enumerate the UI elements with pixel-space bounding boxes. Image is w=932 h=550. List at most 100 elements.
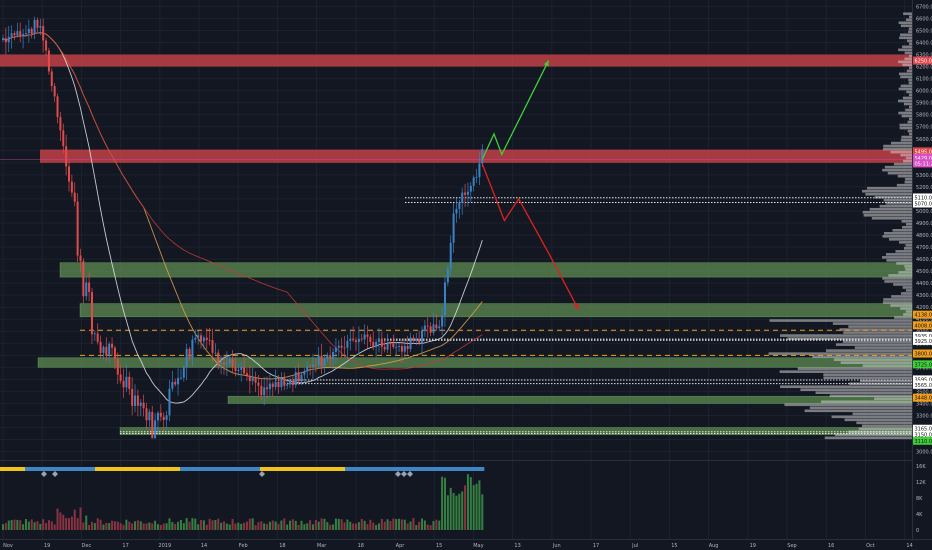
candle-body: [102, 346, 105, 353]
profile-bar: [904, 247, 912, 250]
volume-bar: [352, 523, 355, 530]
profile-bar: [905, 268, 912, 271]
volume-bar: [326, 522, 329, 530]
price-label-text: 5429.0: [915, 156, 932, 162]
volume-bar: [323, 518, 326, 530]
volume-bar: [22, 524, 25, 530]
profile-bar: [891, 295, 912, 298]
candle-body: [142, 402, 145, 409]
candle-body: [449, 242, 452, 269]
volume-bar: [99, 519, 102, 530]
volume-bar: [271, 520, 274, 530]
indicator-marker: [52, 471, 58, 477]
profile-bar: [909, 93, 912, 97]
volume-bar: [168, 518, 171, 530]
price-label-badge: [913, 393, 932, 402]
volume-bar: [136, 520, 139, 530]
price-label-text: 3110.0: [915, 439, 932, 445]
volume-bar: [108, 523, 111, 530]
price-tick-label: 4900.0: [916, 221, 932, 227]
candle-body: [182, 367, 185, 378]
price-tick-label: 6600.0: [916, 16, 932, 22]
candle-body: [2, 38, 4, 41]
price-tick-label: 4500.0: [916, 269, 932, 275]
price-tick-label: 6500.0: [916, 28, 932, 34]
candle-body: [332, 351, 335, 359]
candle-body: [309, 366, 312, 368]
volume-bar: [392, 518, 395, 530]
time-tick-label: 17: [593, 543, 599, 549]
time-tick-label: 19: [44, 543, 50, 549]
time-axis: Nov 19 Dec 17 2019 14 Feb 18 Mar 18 Apr 15 May 13 Jun 1…: [3, 543, 913, 549]
candle-body: [409, 337, 412, 350]
candle-body: [366, 334, 369, 337]
candle-body: [191, 339, 194, 359]
profile-bar: [882, 301, 912, 304]
profile-bar: [893, 162, 912, 166]
profile-bar: [900, 33, 912, 37]
volume-bar: [231, 518, 234, 530]
candle-body: [116, 358, 119, 375]
profile-bar: [863, 213, 912, 217]
profile-bar: [901, 219, 912, 223]
candle-body: [372, 342, 375, 348]
profile-bar: [903, 12, 912, 16]
candle-body: [243, 366, 246, 374]
time-tick-label: 18: [279, 543, 285, 549]
profile-bar: [900, 24, 912, 28]
candle-body: [403, 346, 406, 352]
candle-body: [472, 177, 475, 186]
profile-bar: [871, 216, 912, 220]
price-tick-label: 5800.0: [916, 113, 932, 119]
candle-body: [4, 38, 7, 43]
profile-bar: [906, 39, 912, 43]
candle-body: [369, 336, 372, 343]
volume-bar: [406, 523, 409, 530]
profile-bar: [902, 63, 912, 67]
candle-body: [148, 411, 151, 421]
candles-layer: [2, 16, 484, 439]
volume-bar: [475, 483, 478, 530]
candle-body: [398, 346, 401, 347]
volume-bar: [349, 521, 352, 530]
profile-bar: [859, 379, 912, 383]
volume-tick-label: 4K: [916, 512, 923, 518]
volume-bar: [36, 521, 39, 530]
volume-bar: [268, 521, 271, 530]
volume-bar: [429, 525, 432, 530]
profile-bar: [907, 129, 912, 133]
profile-bar: [809, 406, 912, 410]
profile-bar: [898, 111, 912, 115]
candle-body: [136, 395, 139, 406]
profile-bar: [883, 298, 912, 301]
price-tick-label: 4600.0: [916, 257, 932, 263]
volume-bar: [82, 522, 85, 530]
volume-bar: [65, 518, 68, 530]
candle-body: [283, 378, 286, 386]
profile-bar: [905, 108, 912, 112]
volume-bar: [45, 523, 48, 530]
candle-body: [50, 71, 53, 87]
volume-bar: [102, 524, 105, 530]
candle-body: [291, 381, 294, 386]
candle-body: [254, 377, 257, 383]
candle-body: [47, 50, 50, 72]
candle-body: [280, 378, 283, 388]
candle-body: [466, 191, 469, 195]
profile-bar: [901, 114, 912, 118]
resistance-zone: [40, 149, 912, 163]
candle-body: [346, 340, 349, 348]
candle-body: [76, 201, 79, 256]
profile-bar: [903, 313, 912, 316]
candle-body: [113, 347, 116, 359]
time-tick-label: Jun: [552, 543, 561, 549]
candle-body: [446, 268, 449, 283]
candle-body: [225, 363, 228, 365]
volume-bar: [68, 518, 71, 530]
volume-bar: [266, 524, 269, 530]
projection-paths: [481, 60, 580, 310]
profile-bar: [900, 75, 912, 79]
candle-body: [240, 366, 243, 370]
candle-body: [211, 340, 214, 353]
